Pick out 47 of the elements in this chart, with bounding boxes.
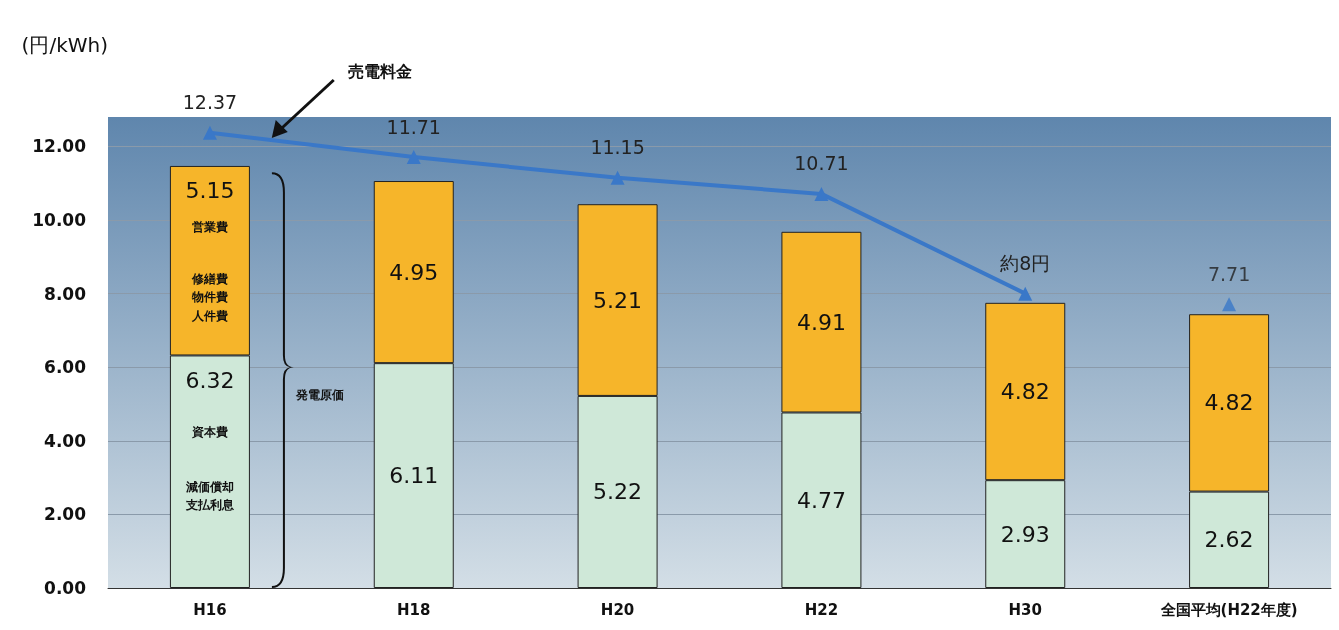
x-tick-label: H22 — [804, 600, 839, 619]
data-label: 12.37 — [182, 91, 238, 114]
data-label: 10.71 — [794, 152, 849, 175]
point — [610, 170, 625, 185]
annotation: 営業費 — [191, 219, 228, 234]
data-label: 5.15 — [185, 178, 235, 204]
data-label: 2.93 — [1000, 521, 1050, 547]
data-label: 2.62 — [1204, 527, 1254, 553]
data-label: 5.21 — [593, 287, 643, 313]
y-axis-title: (円/kWh) — [21, 33, 108, 57]
x-tick-label: 全国平均(H22年度) — [1159, 600, 1298, 619]
data-label: 4.95 — [389, 259, 439, 285]
x-tick-label: H20 — [600, 600, 635, 619]
annotation: 支払利息 — [184, 497, 235, 512]
point — [814, 186, 829, 201]
annotation: 物件費 — [190, 289, 228, 304]
x-tick-label: H30 — [1008, 600, 1042, 619]
data-label: 4.91 — [796, 309, 846, 335]
data-label: 6.32 — [185, 367, 235, 393]
data-label: 4.82 — [1000, 379, 1050, 404]
data-label: 約8円 — [1000, 252, 1051, 275]
point — [202, 125, 217, 140]
annotation: 人件費 — [190, 308, 228, 323]
y-tick-label: 10.00 — [32, 210, 87, 231]
data-label: 6.11 — [389, 463, 439, 489]
y-tick-label: 12.00 — [32, 136, 87, 157]
y-tick-label: 0.00 — [44, 578, 87, 598]
point — [1222, 297, 1237, 312]
annotation: 発電原価 — [294, 387, 344, 402]
data-label: 7.71 — [1207, 262, 1251, 285]
data-label: 4.82 — [1204, 390, 1254, 416]
annotation: 資本費 — [190, 424, 228, 439]
point — [406, 150, 421, 165]
annotation: 減価償却 — [184, 479, 234, 494]
y-tick-label: 6.00 — [44, 357, 87, 378]
annotation: 修繕費 — [190, 271, 228, 286]
y-tick-label: 4.00 — [44, 430, 87, 451]
data-label: 4.77 — [796, 487, 846, 513]
y-tick-label: 2.00 — [44, 504, 87, 525]
point — [1018, 286, 1033, 301]
y-tick-label: 8.00 — [44, 283, 87, 304]
data-label: 11.71 — [386, 115, 441, 138]
x-tick-label: H18 — [397, 600, 431, 619]
data-label: 5.22 — [593, 479, 643, 505]
data-label: 11.15 — [590, 136, 645, 159]
x-tick-label: H16 — [193, 600, 227, 619]
text: 売電料金 — [347, 61, 412, 81]
